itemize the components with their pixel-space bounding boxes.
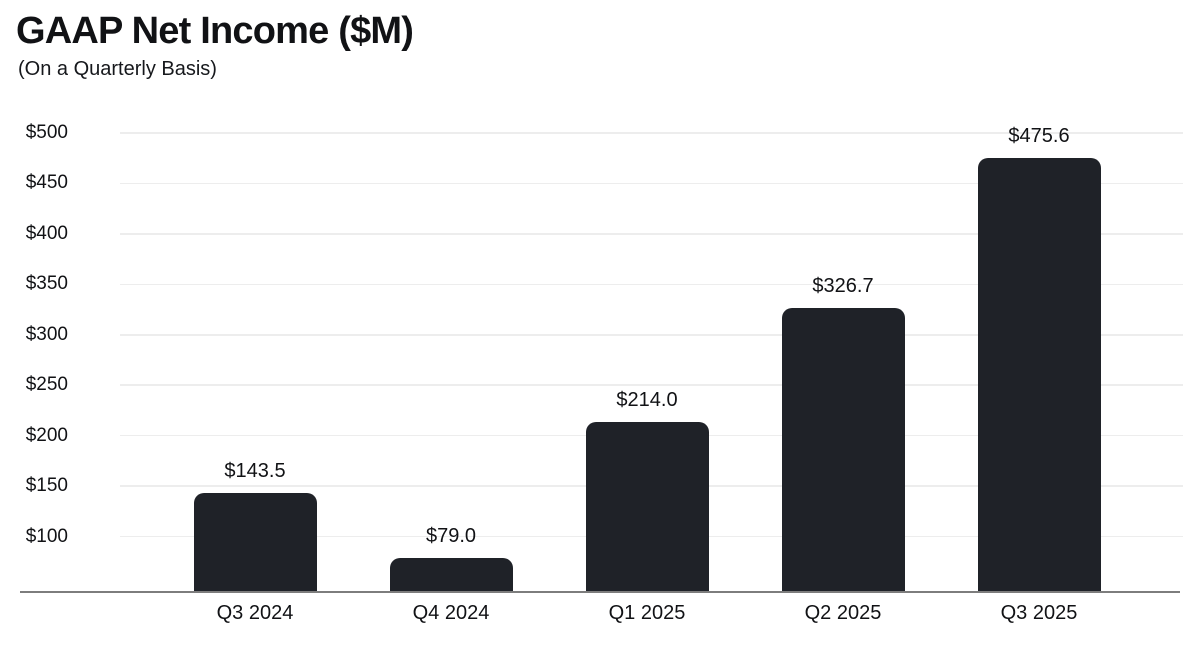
gridline-400 — [120, 233, 1183, 235]
chart-subtitle: (On a Quarterly Basis) — [18, 58, 217, 80]
value-label-q2-2025: $326.7 — [812, 274, 874, 297]
x-axis-label-q4-2024: Q4 2024 — [412, 602, 490, 624]
bar-q4-2024 — [389, 557, 513, 592]
value-label-q4-2024: $79.0 — [425, 524, 477, 547]
x-axis-label-q3-2024: Q3 2024 — [216, 602, 294, 624]
gridline-500 — [120, 132, 1183, 134]
x-axis-label-q1-2025: Q1 2025 — [608, 602, 686, 624]
value-label-q3-2025: $475.6 — [1008, 124, 1070, 147]
y-axis-tick-label: $150 — [25, 475, 68, 497]
y-axis-tick-label: $400 — [25, 222, 68, 244]
x-axis-label-q3-2025: Q3 2025 — [1000, 602, 1078, 624]
chart-title: GAAP Net Income ($M) — [16, 10, 414, 52]
bar-q2-2025 — [781, 307, 905, 592]
gridline-350 — [120, 283, 1183, 286]
y-axis-tick-label: $500 — [25, 122, 68, 143]
bar-q1-2025 — [585, 421, 709, 592]
y-axis-tick-label: $350 — [25, 273, 68, 295]
y-axis-tick-label: $200 — [25, 424, 68, 446]
x-axis-label-q2-2025: Q2 2025 — [804, 602, 882, 624]
y-axis-tick-label: $250 — [25, 374, 68, 396]
bar-q3-2024 — [193, 492, 317, 592]
value-label-q3-2024: $143.5 — [224, 459, 286, 482]
gridline-450 — [120, 182, 1183, 185]
value-label-q1-2025: $214.0 — [616, 388, 678, 411]
x-axis-line — [20, 591, 1180, 593]
y-axis-tick-label: $450 — [25, 172, 68, 194]
y-axis-tick-label: $100 — [25, 525, 68, 547]
gridline-300 — [120, 334, 1183, 336]
gridline-250 — [120, 384, 1183, 386]
bar-q3-2025 — [977, 157, 1101, 592]
y-axis-tick-label: $300 — [25, 323, 68, 345]
